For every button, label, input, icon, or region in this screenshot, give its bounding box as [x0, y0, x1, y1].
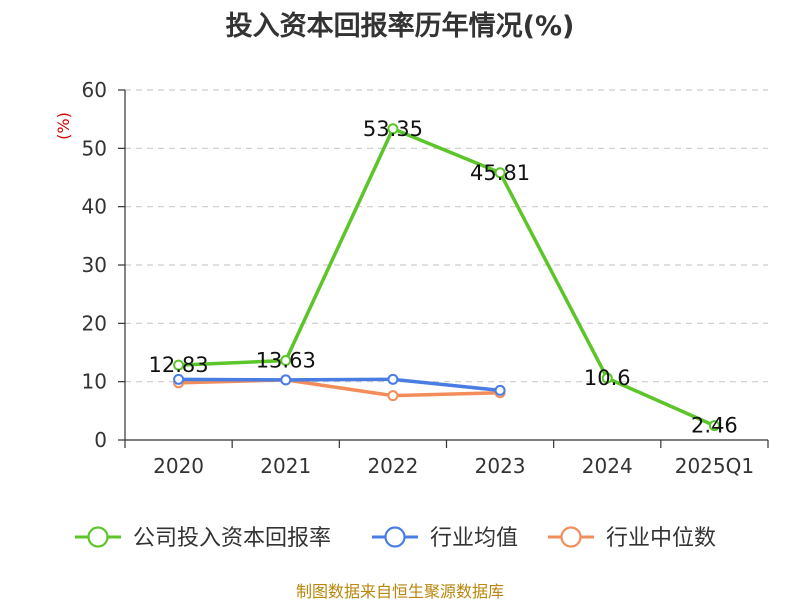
data-point — [173, 373, 185, 385]
legend-label: 公司投入资本回报率 — [133, 526, 331, 551]
x-tick-label: 2022 — [367, 454, 418, 478]
data-point — [708, 420, 720, 432]
x-tick-label: 2020 — [153, 454, 204, 478]
data-point — [494, 167, 506, 179]
x-tick-label: 2021 — [260, 454, 311, 478]
data-point — [387, 123, 399, 135]
data-label: 45.81 — [470, 161, 530, 185]
series-line — [178, 378, 501, 398]
data-label: 10.6 — [584, 366, 631, 390]
y-axis-unit: (%) — [54, 112, 73, 140]
legend-label: 行业均值 — [430, 526, 518, 551]
data-point — [601, 372, 613, 384]
series-line — [178, 127, 716, 428]
data-label: 2.46 — [691, 414, 738, 438]
y-tick-label: 50 — [82, 136, 107, 160]
legend-label: 行业中位数 — [606, 526, 716, 551]
data-point — [173, 359, 185, 371]
source-note: 制图数据来自恒生聚源数据库 — [295, 582, 504, 601]
data-point — [387, 390, 399, 402]
x-tick-label: 2025Q1 — [675, 454, 754, 478]
legend-swatch-marker — [384, 526, 406, 548]
series-line — [178, 377, 501, 393]
y-tick-label: 30 — [82, 253, 107, 277]
data-label: 53.35 — [363, 117, 423, 141]
data-point — [280, 374, 292, 386]
data-point — [494, 384, 506, 396]
y-tick-label: 20 — [82, 311, 107, 335]
y-tick-label: 40 — [82, 195, 107, 219]
x-tick-label: 2024 — [582, 454, 633, 478]
legend-swatch-marker — [87, 526, 109, 548]
data-point — [280, 354, 292, 366]
data-label: 12.83 — [149, 353, 209, 377]
y-tick-label: 60 — [82, 78, 107, 102]
data-point — [387, 373, 399, 385]
legend-swatch-marker — [560, 526, 582, 548]
y-tick-label: 10 — [82, 370, 107, 394]
y-tick-label: 0 — [94, 428, 107, 452]
data-label: 13.63 — [256, 348, 316, 372]
x-tick-label: 2023 — [475, 454, 526, 478]
chart-title: 投入资本回报率历年情况(%) — [225, 11, 575, 42]
